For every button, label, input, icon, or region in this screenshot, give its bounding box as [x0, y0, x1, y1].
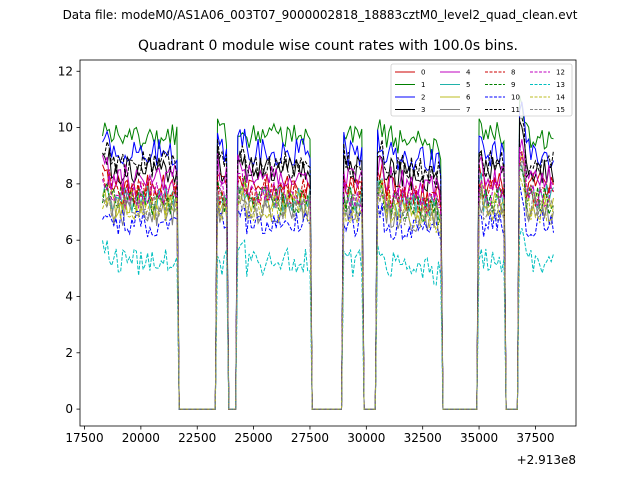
y-tick-label-8: 8 [65, 177, 73, 191]
x-tick-label-35000: 35000 [460, 431, 498, 445]
legend-label-0: 0 [421, 69, 425, 77]
legend-label-13: 13 [556, 81, 565, 89]
series-line-4 [102, 139, 554, 410]
x-tick-label-17500: 17500 [65, 431, 103, 445]
legend-label-9: 9 [511, 81, 515, 89]
legend-label-15: 15 [556, 106, 565, 114]
figure-suptitle: Data file: modeM0/AS1A06_003T07_90000028… [62, 8, 578, 22]
legend-label-6: 6 [466, 94, 471, 102]
y-tick-label-10: 10 [58, 121, 73, 135]
x-offset-label: +2.913e8 [517, 453, 576, 467]
legend-frame [390, 63, 573, 117]
series-line-3 [102, 120, 554, 410]
legend-label-12: 12 [556, 69, 565, 77]
series-line-13 [102, 228, 554, 410]
legend-label-1: 1 [421, 81, 425, 89]
legend-label-8: 8 [511, 69, 515, 77]
legend-label-10: 10 [511, 94, 520, 102]
legend-label-14: 14 [556, 94, 565, 102]
legend-label-11: 11 [511, 106, 520, 114]
legend-label-7: 7 [466, 106, 470, 114]
legend-label-5: 5 [466, 81, 470, 89]
series-line-15 [102, 159, 554, 410]
x-tick-label-30000: 30000 [347, 431, 385, 445]
series-line-2 [102, 101, 554, 410]
y-tick-label-6: 6 [65, 233, 73, 247]
chart-title: Quadrant 0 module wise count rates with … [138, 38, 518, 54]
series-line-10 [102, 183, 554, 410]
y-tick-label-4: 4 [65, 289, 73, 303]
x-tick-label-32500: 32500 [404, 431, 442, 445]
y-tick-label-2: 2 [65, 346, 73, 360]
x-tick-label-22500: 22500 [178, 431, 216, 445]
plot-frame [79, 59, 577, 427]
legend-label-2: 2 [421, 94, 425, 102]
y-tick-label-0: 0 [65, 402, 73, 416]
legend-label-4: 4 [466, 69, 471, 77]
x-tick-label-37500: 37500 [516, 431, 554, 445]
y-tick-label-12: 12 [58, 64, 73, 78]
legend-label-3: 3 [421, 106, 425, 114]
x-tick-label-20000: 20000 [122, 431, 160, 445]
x-tick-label-27500: 27500 [291, 431, 329, 445]
x-tick-label-25000: 25000 [235, 431, 273, 445]
series-line-7 [102, 163, 554, 410]
